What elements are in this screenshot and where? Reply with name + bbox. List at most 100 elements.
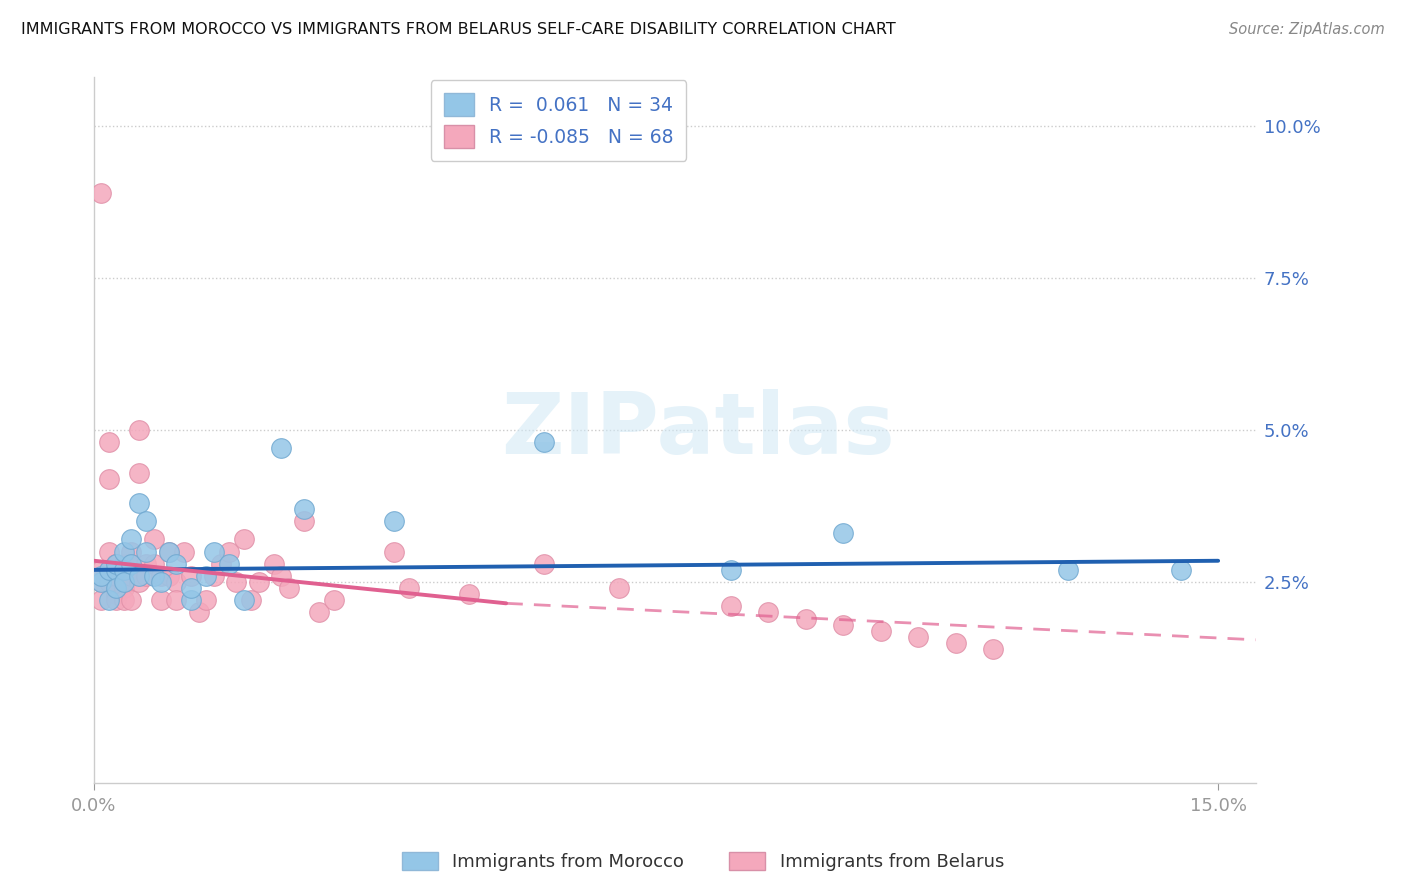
Legend: R =  0.061   N = 34, R = -0.085   N = 68: R = 0.061 N = 34, R = -0.085 N = 68 [430,79,686,161]
Point [225,575,247,590]
Point [209,557,232,571]
Point [112,575,135,590]
Point [150,569,173,583]
Point [322,593,344,607]
Point [135,569,157,583]
Point [180,593,202,607]
Point [97,472,120,486]
Point [135,544,157,558]
Point [142,569,165,583]
Point [112,557,135,571]
Point [457,587,479,601]
Point [120,533,142,547]
Point [97,575,120,590]
Point [720,563,742,577]
Point [195,593,218,607]
Point [128,496,150,510]
Point [758,606,780,620]
Point [105,593,128,607]
Point [90,575,112,590]
Point [270,569,292,583]
Point [105,569,128,583]
Point [277,581,299,595]
Point [292,514,315,528]
Point [165,575,187,590]
Point [202,569,225,583]
Text: IMMIGRANTS FROM MOROCCO VS IMMIGRANTS FROM BELARUS SELF-CARE DISABILITY CORRELAT: IMMIGRANTS FROM MOROCCO VS IMMIGRANTS FR… [21,22,896,37]
Point [533,557,555,571]
Point [135,514,157,528]
Point [90,575,112,590]
Point [90,563,112,577]
Point [120,544,142,558]
Point [247,575,270,590]
Point [165,557,187,571]
Text: Source: ZipAtlas.com: Source: ZipAtlas.com [1229,22,1385,37]
Point [832,526,855,541]
Point [907,630,929,644]
Point [794,611,817,625]
Point [180,581,202,595]
Point [202,544,225,558]
Point [105,569,128,583]
Point [97,563,120,577]
Point [120,593,142,607]
Point [150,593,173,607]
Point [112,581,135,595]
Point [398,581,420,595]
Point [128,569,150,583]
Point [173,544,195,558]
Legend: Immigrants from Morocco, Immigrants from Belarus: Immigrants from Morocco, Immigrants from… [395,845,1011,879]
Point [720,599,742,614]
Point [150,575,173,590]
Point [157,569,180,583]
Point [382,514,405,528]
Point [105,557,128,571]
Point [90,186,112,200]
Point [112,569,135,583]
Point [120,557,142,571]
Point [180,569,202,583]
Point [142,557,165,571]
Point [105,557,128,571]
Point [832,617,855,632]
Point [218,544,240,558]
Point [945,636,967,650]
Point [187,606,209,620]
Point [533,435,555,450]
Point [232,593,254,607]
Point [112,544,135,558]
Point [97,544,120,558]
Point [105,581,128,595]
Point [240,593,263,607]
Point [1170,563,1192,577]
Point [981,641,1004,656]
Point [165,593,187,607]
Point [97,435,120,450]
Point [120,569,142,583]
Point [97,593,120,607]
Point [382,544,405,558]
Point [1057,563,1080,577]
Point [90,593,112,607]
Text: ZIPatlas: ZIPatlas [501,389,894,472]
Point [232,533,254,547]
Point [157,544,180,558]
Point [128,423,150,437]
Point [263,557,285,571]
Point [870,624,893,638]
Point [218,557,240,571]
Point [607,581,630,595]
Point [105,587,128,601]
Point [270,442,292,456]
Point [105,557,128,571]
Point [292,502,315,516]
Point [142,533,165,547]
Point [112,593,135,607]
Point [135,557,157,571]
Point [128,466,150,480]
Point [112,563,135,577]
Point [128,575,150,590]
Point [120,557,142,571]
Point [97,563,120,577]
